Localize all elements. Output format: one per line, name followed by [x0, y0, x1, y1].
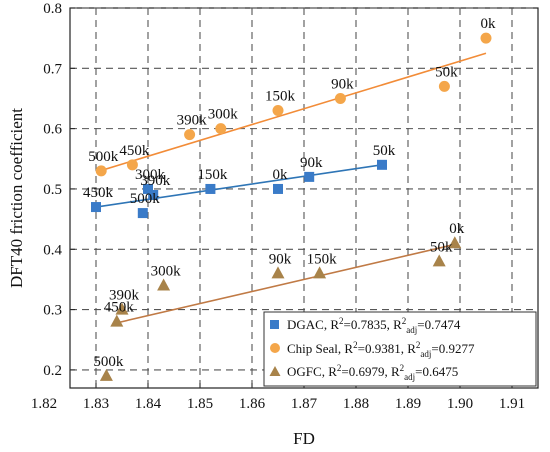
data-label-ogfc: 450k	[104, 300, 135, 316]
legend-box	[263, 311, 537, 387]
data-label-ogfc: 300k	[151, 263, 182, 279]
y-axis-title: DFT40 friction coefficient	[7, 108, 26, 288]
point-ogfc	[432, 254, 446, 267]
point-chip-seal	[126, 159, 138, 171]
point-dgac	[137, 208, 148, 219]
y-tick-label: 0.5	[43, 182, 62, 198]
data-label-ogfc: 390k	[109, 288, 140, 304]
data-label-dgac: 390k	[140, 173, 171, 189]
data-label-ogfc: 90k	[269, 251, 292, 267]
data-label-ogfc: 50k	[430, 239, 453, 255]
data-label-chip-seal: 90k	[331, 76, 354, 92]
fit-line-chip-seal	[95, 52, 487, 173]
data-label-chip-seal: 150k	[265, 89, 296, 105]
data-label-dgac: 300k	[135, 167, 166, 183]
data-label-dgac: 450k	[83, 185, 114, 201]
data-label-chip-seal: 0k	[481, 16, 497, 32]
y-tick-label: 0.4	[43, 242, 62, 258]
y-tick-label: 0.6	[43, 122, 62, 138]
point-dgac	[143, 183, 153, 194]
x-tick-label: 1.88	[343, 396, 369, 412]
x-tick-label: 1.83	[83, 396, 109, 412]
point-ogfc	[99, 368, 113, 381]
point-ogfc	[157, 278, 171, 291]
data-label-chip-seal: 500k	[88, 149, 119, 165]
legend-marker-ogfc	[269, 366, 281, 376]
x-tick-label: 1.91	[499, 396, 525, 412]
x-axis-title: FD	[293, 429, 315, 448]
point-ogfc	[313, 266, 327, 279]
x-tick-label: 1.89	[395, 396, 421, 412]
point-dgac	[91, 202, 101, 213]
legend-entry-dgac: DGAC, R2=0.7835, R2adj=0.7474	[287, 316, 461, 335]
point-dgac	[205, 183, 216, 194]
point-dgac	[148, 189, 159, 200]
legend: DGAC, R2=0.7835, R2adj=0.7474 Chip Seal,…	[263, 311, 537, 387]
y-tick-label: 0.8	[43, 1, 62, 17]
y-tick-label: 0.3	[43, 303, 62, 319]
data-label-dgac: 150k	[197, 167, 228, 183]
point-chip-seal	[215, 123, 227, 135]
data-label-chip-seal: 300k	[208, 107, 239, 123]
x-tick-label: 1.87	[291, 396, 318, 412]
data-label-ogfc: 500k	[93, 354, 124, 370]
y-tick-label: 0.7	[43, 61, 62, 77]
fit-lines	[95, 52, 487, 324]
data-points	[91, 32, 492, 381]
point-ogfc	[448, 236, 462, 249]
point-chip-seal	[334, 92, 346, 104]
fit-line-dgac	[95, 164, 383, 208]
point-ogfc	[115, 302, 129, 315]
data-label-chip-seal: 450k	[119, 143, 150, 159]
data-label-chip-seal: 390k	[177, 113, 208, 129]
legend-entry-chip-seal: Chip Seal, R2=0.9381, R2adj=0.9277	[287, 340, 475, 359]
x-tick-label: 1.90	[447, 396, 473, 412]
point-chip-seal	[480, 32, 492, 44]
data-label-dgac: 0k	[273, 167, 289, 183]
x-tick-label: 1.82	[31, 396, 57, 412]
point-dgac	[304, 171, 315, 182]
fit-line-ogfc	[116, 243, 455, 324]
point-chip-seal	[438, 80, 450, 92]
point-chip-seal	[272, 105, 284, 117]
data-label-ogfc: 0k	[449, 221, 465, 237]
data-label-dgac: 90k	[300, 155, 323, 171]
data-label-dgac: 50k	[373, 143, 396, 159]
data-label-dgac: 500k	[130, 191, 161, 207]
data-label-chip-seal: 50k	[435, 64, 458, 80]
legend-marker-dgac	[270, 320, 279, 329]
point-ogfc	[110, 314, 124, 327]
axis-ticks: 1.82 1.83 1.84 1.85 1.86 1.87 1.88 1.89 1.90 1.91…	[31, 1, 525, 412]
point-chip-seal	[95, 165, 107, 177]
x-tick-label: 1.85	[187, 396, 213, 412]
point-ogfc	[271, 266, 285, 279]
point-chip-seal	[184, 129, 196, 141]
y-tick-label: 0.2	[43, 363, 62, 379]
x-tick-label: 1.86	[239, 396, 266, 412]
x-tick-label: 1.84	[135, 396, 162, 412]
point-dgac	[377, 159, 387, 170]
legend-entry-ogfc: OGFC, R2=0.6979, R2adj=0.6475	[287, 363, 458, 382]
data-label-ogfc: 150k	[307, 251, 338, 267]
legend-marker-chip-seal	[270, 343, 280, 353]
point-dgac	[273, 183, 283, 194]
